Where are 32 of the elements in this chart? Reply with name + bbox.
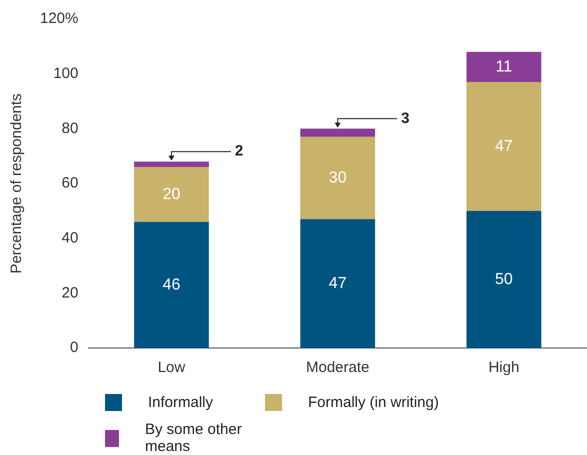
y-tick-label: 100 <box>53 64 78 82</box>
x-tick-label: Moderate <box>306 359 370 376</box>
bar <box>466 52 542 82</box>
legend-label: By some other means <box>144 421 243 455</box>
bar <box>466 210 542 348</box>
y-tick-label: 20 <box>62 284 78 302</box>
y-tick-label: 0 <box>70 339 78 356</box>
y-tick-label: 40 <box>62 229 78 246</box>
y-tick-label: 120% <box>40 10 78 28</box>
data-label: 20 <box>162 186 180 203</box>
data-label: 47 <box>328 274 347 292</box>
bar <box>134 222 209 348</box>
legend-label: Formally (in writing) <box>308 394 439 411</box>
data-label: 2 <box>234 142 244 160</box>
bar <box>466 82 542 211</box>
bar <box>134 167 209 222</box>
data-label: 46 <box>162 276 180 294</box>
x-tick-label: Low <box>158 359 186 376</box>
data-label: 50 <box>494 270 513 288</box>
x-tick-label: High <box>488 359 520 376</box>
bar <box>134 162 209 168</box>
bar <box>300 128 376 137</box>
data-label: 11 <box>496 58 512 76</box>
data-label: 30 <box>328 169 347 186</box>
y-axis-title: Percentage of respondents <box>8 93 26 274</box>
y-tick-label: 80 <box>62 120 78 137</box>
bar <box>300 219 376 348</box>
data-label: 47 <box>494 138 513 155</box>
y-tick-label: 60 <box>62 174 78 192</box>
data-label: 3 <box>401 110 410 127</box>
bar <box>300 136 376 220</box>
legend-label: Informally <box>148 394 214 411</box>
